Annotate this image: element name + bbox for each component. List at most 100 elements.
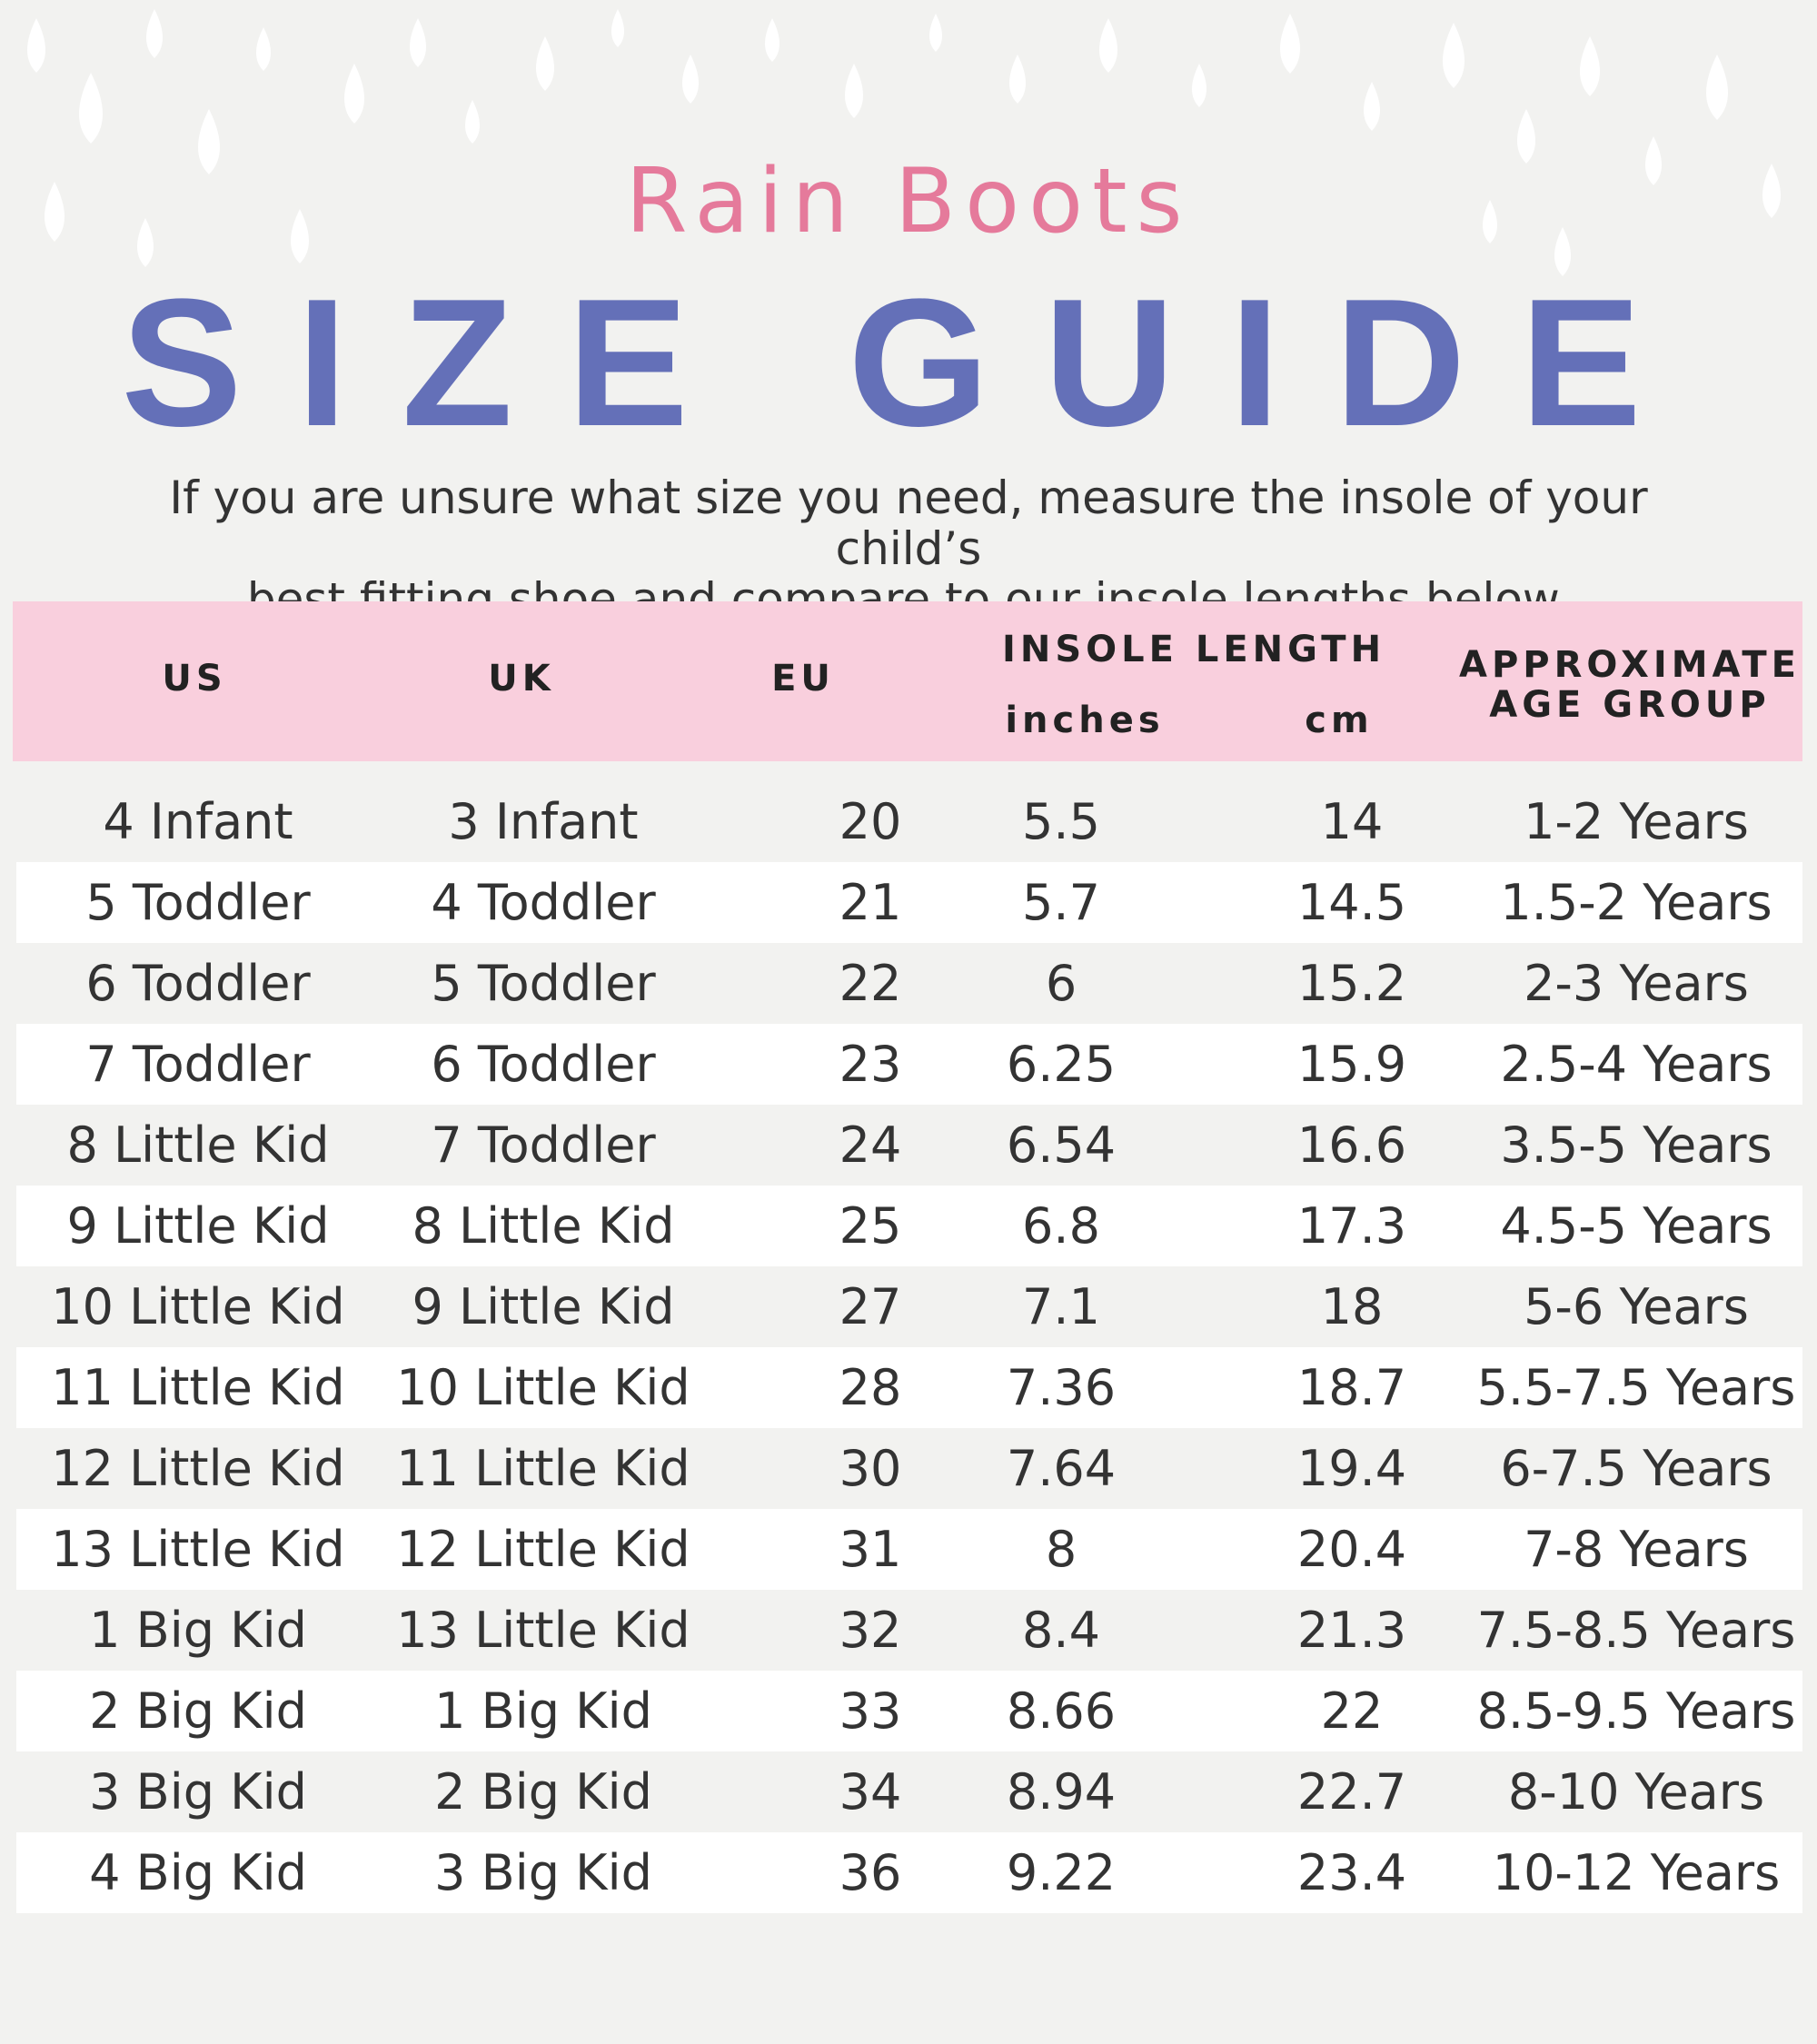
uk-size: 9 Little Kid	[412, 1278, 675, 1335]
header-age-line1: APPROXIMATE	[1459, 644, 1801, 686]
insole-inches: 6	[1045, 955, 1077, 1012]
insole-cm: 21.3	[1296, 1602, 1407, 1659]
eu-size: 24	[839, 1116, 902, 1174]
eu-size: 28	[839, 1359, 902, 1416]
age-group: 1-2 Years	[1524, 793, 1749, 850]
insole-inches: 7.1	[1022, 1278, 1100, 1335]
age-group: 4.5-5 Years	[1500, 1197, 1772, 1255]
eu-size: 33	[839, 1682, 902, 1740]
uk-size: 12 Little Kid	[396, 1521, 690, 1578]
insole-inches: 5.5	[1022, 793, 1100, 850]
eu-size: 23	[839, 1036, 902, 1093]
insole-inches: 6.54	[1006, 1116, 1117, 1174]
table-row: 6 Toddler 5 Toddler 22 6 15.2 2-3 Years	[16, 943, 1802, 1024]
table-row: 3 Big Kid 2 Big Kid 34 8.94 22.7 8-10 Years	[16, 1751, 1802, 1832]
insole-cm: 18	[1320, 1278, 1384, 1335]
us-size: 13 Little Kid	[51, 1521, 345, 1578]
header-us: US	[162, 658, 227, 700]
header-age-group: APPROXIMATE AGE GROUP	[1448, 645, 1812, 725]
table-header: US UK EU INSOLE LENGTH inches cm APPROXI…	[13, 601, 1802, 761]
uk-size: 3 Big Kid	[434, 1844, 652, 1901]
table-row: 8 Little Kid 7 Toddler 24 6.54 16.6 3.5-5 Yea…	[16, 1105, 1802, 1186]
us-size: 11 Little Kid	[51, 1359, 345, 1416]
table-row: 13 Little Kid 12 Little Kid 31 8 20.4 7-8 Yea…	[16, 1509, 1802, 1590]
uk-size: 7 Toddler	[431, 1116, 656, 1174]
insole-inches: 8.94	[1006, 1763, 1117, 1821]
uk-size: 11 Little Kid	[396, 1440, 690, 1497]
insole-cm: 20.4	[1296, 1521, 1407, 1578]
table-row: 5 Toddler 4 Toddler 21 5.7 14.5 1.5-2 Years	[16, 862, 1802, 943]
us-size: 1 Big Kid	[89, 1602, 307, 1659]
us-size: 9 Little Kid	[66, 1197, 330, 1255]
title-rain-boots: Rain Boots	[625, 150, 1192, 253]
table-row: 11 Little Kid 10 Little Kid 28 7.36 18.7 5.5-…	[16, 1347, 1802, 1428]
us-size: 3 Big Kid	[89, 1763, 307, 1821]
age-group: 7-8 Years	[1524, 1521, 1749, 1578]
insole-inches: 8.66	[1006, 1682, 1117, 1740]
uk-size: 10 Little Kid	[396, 1359, 690, 1416]
uk-size: 3 Infant	[448, 793, 639, 850]
uk-size: 8 Little Kid	[412, 1197, 675, 1255]
insole-cm: 14.5	[1296, 874, 1407, 931]
uk-size: 5 Toddler	[431, 955, 656, 1012]
insole-cm: 23.4	[1296, 1844, 1407, 1901]
insole-cm: 14	[1320, 793, 1384, 850]
insole-inches: 7.64	[1006, 1440, 1117, 1497]
age-group: 5.5-7.5 Years	[1476, 1359, 1796, 1416]
eu-size: 21	[839, 874, 902, 931]
age-group: 8-10 Years	[1507, 1763, 1765, 1821]
size-table: 4 Infant 3 Infant 20 5.5 14 1-2 Years 5 Toddle…	[16, 781, 1802, 1913]
eu-size: 27	[839, 1278, 902, 1335]
insole-cm: 22.7	[1296, 1763, 1407, 1821]
us-size: 4 Infant	[103, 793, 293, 850]
header-uk: UK	[488, 658, 555, 700]
table-row: 10 Little Kid 9 Little Kid 27 7.1 18 5-6 Year…	[16, 1266, 1802, 1347]
us-size: 7 Toddler	[85, 1036, 311, 1093]
age-group: 1.5-2 Years	[1500, 874, 1772, 931]
us-size: 5 Toddler	[85, 874, 311, 931]
uk-size: 13 Little Kid	[396, 1602, 690, 1659]
table-row: 1 Big Kid 13 Little Kid 32 8.4 21.3 7.5-8.5 Y…	[16, 1590, 1802, 1671]
uk-size: 2 Big Kid	[434, 1763, 652, 1821]
eu-size: 20	[839, 793, 902, 850]
eu-size: 32	[839, 1602, 902, 1659]
eu-size: 34	[839, 1763, 902, 1821]
age-group: 6-7.5 Years	[1500, 1440, 1772, 1497]
age-group: 2-3 Years	[1524, 955, 1749, 1012]
intro-line-1: If you are unsure what size you need, me…	[169, 471, 1648, 575]
insole-inches: 5.7	[1022, 874, 1100, 931]
us-size: 8 Little Kid	[66, 1116, 330, 1174]
age-group: 8.5-9.5 Years	[1476, 1682, 1796, 1740]
insole-cm: 16.6	[1296, 1116, 1407, 1174]
insole-inches: 7.36	[1006, 1359, 1117, 1416]
eu-size: 25	[839, 1197, 902, 1255]
insole-inches: 6.25	[1006, 1036, 1117, 1093]
insole-inches: 9.22	[1006, 1844, 1117, 1901]
us-size: 6 Toddler	[85, 955, 311, 1012]
insole-inches: 8.4	[1022, 1602, 1100, 1659]
us-size: 4 Big Kid	[89, 1844, 307, 1901]
title-size-guide: SIZE GUIDE	[121, 262, 1696, 464]
uk-size: 4 Toddler	[431, 874, 656, 931]
insole-cm: 15.2	[1296, 955, 1407, 1012]
insole-cm: 17.3	[1296, 1197, 1407, 1255]
table-row: 9 Little Kid 8 Little Kid 25 6.8 17.3 4.5-5 Y…	[16, 1186, 1802, 1266]
table-row: 4 Infant 3 Infant 20 5.5 14 1-2 Years	[16, 781, 1802, 862]
age-group: 2.5-4 Years	[1500, 1036, 1772, 1093]
uk-size: 6 Toddler	[431, 1036, 656, 1093]
age-group: 3.5-5 Years	[1500, 1116, 1772, 1174]
insole-cm: 18.7	[1296, 1359, 1407, 1416]
us-size: 2 Big Kid	[89, 1682, 307, 1740]
eu-size: 36	[839, 1844, 902, 1901]
eu-size: 31	[839, 1521, 902, 1578]
header-eu: EU	[771, 658, 835, 700]
age-group: 10-12 Years	[1492, 1844, 1781, 1901]
insole-cm: 19.4	[1296, 1440, 1407, 1497]
age-group: 5-6 Years	[1524, 1278, 1749, 1335]
table-row: 2 Big Kid 1 Big Kid 33 8.66 22 8.5-9.5 Years	[16, 1671, 1802, 1751]
insole-cm: 15.9	[1296, 1036, 1407, 1093]
eu-size: 22	[839, 955, 902, 1012]
header-cm: cm	[1305, 700, 1374, 741]
eu-size: 30	[839, 1440, 902, 1497]
insole-inches: 6.8	[1022, 1197, 1100, 1255]
